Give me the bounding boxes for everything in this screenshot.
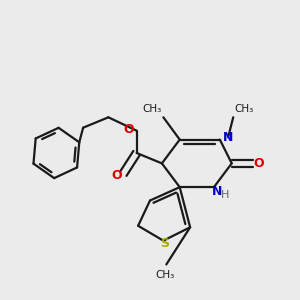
Text: CH₃: CH₃ bbox=[142, 104, 162, 114]
Text: N: N bbox=[223, 131, 233, 144]
Text: CH₃: CH₃ bbox=[155, 270, 175, 280]
Text: CH₃: CH₃ bbox=[235, 104, 254, 114]
Text: H: H bbox=[221, 190, 230, 200]
Text: O: O bbox=[123, 123, 134, 136]
Text: N: N bbox=[212, 185, 222, 198]
Text: O: O bbox=[111, 169, 122, 182]
Text: O: O bbox=[254, 157, 264, 170]
Text: S: S bbox=[160, 236, 169, 250]
